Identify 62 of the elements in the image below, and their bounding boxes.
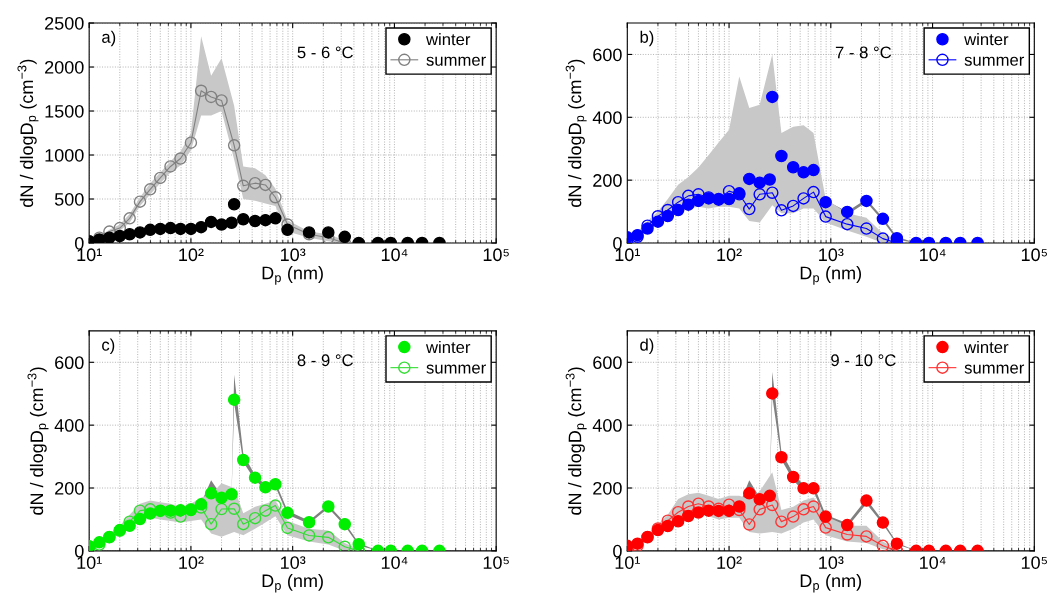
legend-label: winter [964,340,1009,354]
y-tick-label: 600 [593,356,622,370]
x-tick-label: 10⁴ [381,248,408,262]
x-tick-label: 10¹ [615,248,640,262]
x-tick-label: 10⁴ [920,556,946,569]
x-tick-label: 10⁴ [381,556,408,569]
y-tick-label: 0 [613,544,622,558]
x-tick-label: 10¹ [77,556,102,569]
annotation: 7 - 8 °C [835,46,892,59]
x-axis-title: D$_{p}$ (nm) [800,266,862,285]
annotation: c) [102,338,115,355]
annotation: a) [102,30,116,47]
y-tick-label: 200 [593,481,622,495]
legend-label: winter [964,33,1009,46]
x-tick-label: 10⁵ [1021,556,1047,569]
x-tick-label: 10² [717,248,742,262]
y-tick-label: 0 [74,544,84,558]
y-axis-title: dN / dlogD$_{p}$ (cm$^{−3}$) [565,367,587,515]
legend-label: summer [426,364,486,374]
y-axis-title: dN / dlogD$_{p}$ (cm$^{−3}$) [565,59,587,207]
y-tick-label: 500 [54,192,84,206]
x-tick-label: 10⁵ [483,248,509,262]
x-axis-title: D$_{p}$ (nm) [262,573,323,593]
x-tick-label: 10¹ [615,556,640,569]
x-tick-label: 10² [179,248,204,262]
x-tick-label: 10³ [819,556,844,569]
x-tick-label: 10³ [281,556,306,569]
y-tick-label: 0 [74,236,84,250]
x-tick-label: 10³ [281,248,306,262]
y-tick-label: 200 [593,174,622,187]
x-tick-label: 10⁴ [920,248,946,262]
y-tick-label: 600 [593,48,622,62]
y-tick-label: 0 [613,236,622,250]
legend-label: winter [425,33,471,46]
legend-label: summer [964,364,1025,374]
y-tick-label: 400 [54,419,84,432]
legend-label: summer [964,56,1025,66]
y-tick-label: 1500 [45,104,84,118]
legend-label: winter [425,340,471,354]
annotation: 9 - 10 °C [831,354,896,367]
y-axis-title: dN / dlogD$_{p}$ (cm$^{−3}$) [27,367,49,515]
y-tick-label: 1000 [45,148,84,162]
annotation: 5 - 6 °C [297,46,353,59]
annotation: d) [640,338,654,355]
x-tick-label: 10¹ [77,248,102,262]
x-axis-title: D$_{p}$ (nm) [800,573,862,593]
x-tick-label: 10² [717,556,742,569]
x-axis-title: D$_{p}$ (nm) [262,266,323,285]
x-tick-label: 10³ [819,248,844,262]
y-tick-label: 600 [55,356,84,370]
y-tick-label: 200 [55,481,84,495]
annotation: b) [640,30,654,47]
y-tick-label: 400 [592,111,622,125]
legend-label: summer [426,56,486,66]
x-tick-label: 10⁵ [1021,248,1047,262]
y-tick-label: 2000 [45,60,84,74]
y-tick-label: 400 [592,419,622,432]
x-tick-label: 10⁵ [483,556,509,569]
y-axis-title: dN / dlogD$_{p}$ (cm$^{−3}$) [17,59,39,207]
x-tick-label: 10² [179,556,204,569]
annotation: 8 - 9 °C [297,354,353,367]
y-tick-label: 2500 [45,16,84,30]
